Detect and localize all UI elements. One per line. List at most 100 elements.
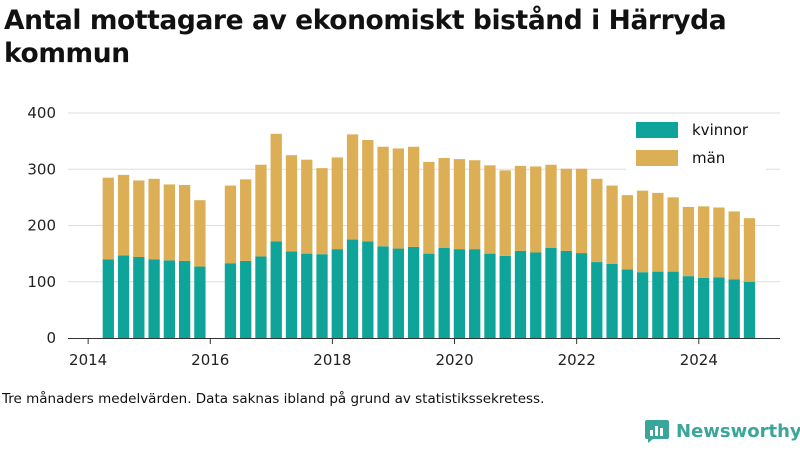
bar-man: [301, 159, 313, 254]
bar-kvinnor: [621, 269, 633, 338]
bar-man: [530, 166, 542, 253]
bar-kvinnor: [316, 254, 328, 338]
bar-kvinnor: [667, 271, 679, 338]
bar-man: [377, 146, 389, 247]
bar-kvinnor: [194, 266, 206, 338]
bar-kvinnor: [270, 241, 282, 338]
bar-man: [392, 148, 405, 249]
bar-kvinnor: [224, 263, 237, 338]
bar-kvinnor: [301, 253, 313, 338]
y-tick-label: 200: [27, 217, 56, 235]
bar-man: [545, 164, 557, 248]
x-tick-label: 2024: [680, 351, 718, 369]
bar-kvinnor: [652, 271, 664, 338]
bar-kvinnor: [392, 248, 405, 338]
brand-name: Newsworthy: [676, 420, 800, 442]
legend-swatch-man: [636, 150, 678, 166]
bar-kvinnor: [148, 259, 160, 338]
bar-man: [163, 184, 176, 261]
bar-kvinnor: [285, 251, 298, 338]
bar-man: [499, 170, 511, 256]
bar-man: [575, 168, 588, 254]
bar-kvinnor: [728, 279, 740, 338]
bar-kvinnor: [240, 260, 252, 338]
bar-man: [652, 192, 664, 272]
bar-man: [224, 185, 237, 264]
bar-man: [682, 206, 695, 277]
bar-kvinnor: [178, 260, 191, 338]
bar-man: [285, 155, 298, 252]
bar-kvinnor: [545, 248, 557, 338]
x-tick-label: 2014: [69, 351, 107, 369]
legend-label-kvinnor: kvinnor: [692, 121, 749, 139]
bar-kvinnor: [407, 246, 420, 338]
bar-kvinnor: [530, 252, 542, 338]
bar-man: [362, 140, 374, 242]
bar-kvinnor: [453, 249, 466, 338]
bar-man: [667, 197, 679, 272]
bar-man: [438, 158, 450, 248]
bar-chart-speech-bubble-icon: [645, 420, 669, 443]
bar-man: [178, 185, 191, 261]
bar-man: [270, 133, 282, 242]
bar-man: [346, 134, 359, 240]
bar-man: [423, 161, 435, 254]
x-tick-label: 2020: [435, 351, 473, 369]
bar-kvinnor: [591, 262, 603, 338]
bar-kvinnor: [484, 253, 496, 338]
bar-kvinnor: [682, 276, 695, 338]
bar-kvinnor: [377, 246, 389, 338]
bar-kvinnor: [606, 263, 618, 338]
bar-man: [636, 190, 649, 273]
bar-kvinnor: [346, 239, 359, 338]
bar-kvinnor: [163, 260, 176, 338]
bar-man: [713, 207, 725, 278]
bar-man: [621, 195, 633, 270]
bar-kvinnor: [636, 272, 649, 338]
legend-item-kvinnor: kvinnor: [636, 121, 748, 139]
bar-kvinnor: [362, 241, 374, 338]
bar-kvinnor: [255, 256, 267, 338]
bar-man: [514, 165, 527, 251]
bar-man: [117, 174, 130, 256]
bar-kvinnor: [423, 253, 435, 338]
bar-man: [407, 146, 420, 247]
legend: kvinnor män: [626, 117, 766, 173]
bar-man: [591, 178, 603, 263]
legend-item-man: män: [636, 149, 725, 167]
bar-kvinnor: [117, 255, 130, 338]
legend-label-man: män: [692, 149, 726, 167]
x-tick-label: 2018: [313, 351, 351, 369]
bar-man: [606, 185, 618, 264]
bar-kvinnor: [499, 255, 511, 338]
bar-man: [148, 178, 160, 260]
bar-man: [102, 177, 114, 260]
bar-man: [240, 179, 252, 261]
brand-logo[interactable]: Newsworthy: [644, 418, 800, 444]
bar-man: [133, 180, 145, 257]
bar-man: [331, 157, 343, 250]
x-tick-label: 2022: [558, 351, 596, 369]
bar-kvinnor: [575, 253, 588, 338]
bar-man: [698, 206, 710, 278]
bar-man: [469, 160, 481, 250]
bar-kvinnor: [133, 257, 145, 338]
bar-kvinnor: [560, 250, 572, 338]
bar-kvinnor: [698, 277, 710, 338]
bar-kvinnor: [713, 277, 725, 338]
chart-title: Antal mottagare av ekonomiskt bistånd i …: [4, 5, 727, 69]
bar-man: [728, 211, 740, 280]
bar-kvinnor: [102, 259, 114, 338]
bar-kvinnor: [469, 249, 481, 338]
bar-kvinnor: [438, 248, 450, 338]
legend-swatch-kvinnor: [636, 122, 678, 138]
bar-man: [560, 168, 572, 251]
bar-man: [484, 165, 496, 254]
bar-man: [743, 218, 756, 282]
x-tick-label: 2016: [191, 351, 229, 369]
bar-kvinnor: [514, 250, 527, 338]
bar-kvinnor: [743, 281, 756, 338]
y-tick-label: 0: [46, 329, 56, 347]
y-tick-label: 100: [27, 273, 56, 291]
